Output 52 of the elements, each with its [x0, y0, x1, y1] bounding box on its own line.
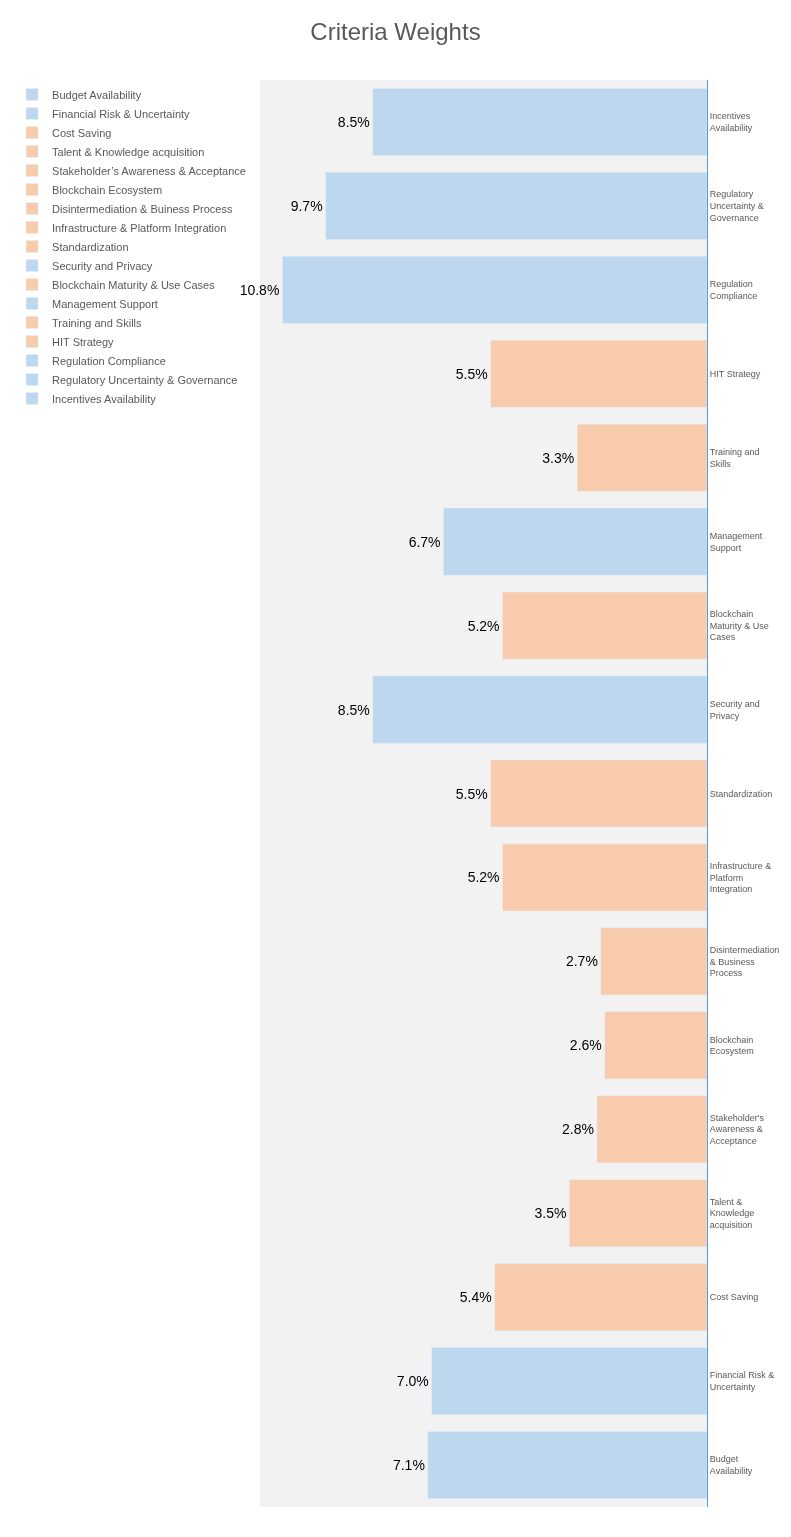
y-tick-label: Regulatory Uncertainty & Governance [709, 189, 764, 223]
legend-label: Infrastructure & Platform Integration [52, 221, 227, 234]
legend-label: Regulatory Uncertainty & Governance [52, 373, 238, 386]
y-tick-label: Security and Privacy [709, 698, 760, 721]
legend-label: Management Support [52, 297, 158, 310]
legend-label: Disintermediation & Buiness Process [52, 202, 233, 215]
y-tick-label: Regulation Compliance [709, 279, 758, 301]
data-label: 5.4% [459, 1289, 492, 1306]
y-tick-label: Infrastructure & Platform Integration [709, 860, 772, 895]
data-label: 8.5% [337, 113, 370, 130]
legend-label: Regulation Compliance [52, 354, 166, 367]
data-label: 7.1% [392, 1457, 425, 1474]
legend-label: Financial Risk & Uncertainty [52, 107, 191, 120]
data-label: 2.6% [569, 1037, 602, 1054]
data-label: 3.5% [534, 1205, 567, 1222]
legend-label: Standardization [52, 240, 129, 253]
y-tick-label: Training and Skills [709, 447, 760, 469]
legend-label: Security and Privacy [52, 259, 153, 272]
y-tick-label: Talent & Knowledge acquisition [709, 1196, 755, 1231]
data-label: 2.7% [565, 953, 598, 970]
legend-label: Training and Skills [52, 316, 143, 329]
data-label: 5.2% [467, 869, 500, 886]
legend-label: Talent & Knowledge acquisition [52, 145, 205, 158]
legend-label: Incentives Availability [52, 392, 157, 405]
legend-label: Cost Saving [52, 126, 112, 139]
legend-label: HIT Strategy [52, 335, 115, 348]
y-tick-label: Cost Saving [709, 1292, 759, 1303]
legend-label: Blockchain Maturity & Use Cases [52, 278, 216, 291]
data-label: 2.8% [561, 1121, 594, 1138]
y-tick-label: Blockchain Ecosystem [709, 1034, 754, 1057]
y-tick-label: Incentives Availability [709, 111, 753, 133]
data-label: 5.5% [455, 365, 488, 382]
y-tick-label: Blockchain Maturity & Use Cases [709, 609, 769, 643]
y-tick-label: Standardization [709, 788, 773, 799]
data-label: 10.8% [239, 281, 280, 298]
y-tick-label: Management Support [709, 530, 763, 553]
data-label: 5.2% [467, 617, 500, 634]
data-label: 5.5% [455, 785, 488, 802]
data-label: 8.5% [337, 701, 370, 718]
y-tick-label: Budget Availability [709, 1454, 753, 1477]
y-tick-label: Financial Risk & Uncertainty [709, 1370, 775, 1393]
y-tick-label: HIT Strategy [709, 368, 761, 379]
data-label: 7.0% [396, 1373, 429, 1390]
y-tick-label: Stakeholder's Awareness & Acceptance [709, 1112, 765, 1147]
legend-label: Stakeholder’s Awareness & Acceptance [52, 164, 246, 177]
data-label: 9.7% [290, 197, 323, 214]
data-label: 3.3% [542, 449, 575, 466]
legend-label: Blockchain Ecosystem [52, 183, 163, 196]
data-label: 6.7% [408, 533, 441, 550]
chart-title: Criteria Weights [310, 17, 481, 45]
y-tick-label: Disintermediation & Business Process [709, 944, 780, 979]
legend-label: Budget Availability [52, 88, 142, 101]
